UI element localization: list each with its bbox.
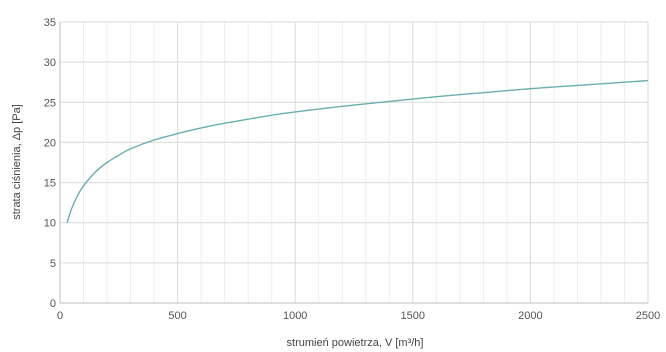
y-tick-label: 0 (50, 298, 56, 310)
y-axis-ticks: 0 5 10 15 20 25 30 35 (44, 17, 56, 310)
y-tick-label: 15 (44, 178, 56, 190)
major-grid (60, 21, 649, 303)
y-tick-label: 25 (44, 97, 56, 109)
y-axis-title: strata ciśnienia, Δp [Pa] (11, 104, 23, 220)
x-tick-label: 2500 (636, 310, 660, 322)
x-tick-label: 1000 (283, 310, 307, 322)
axes (59, 22, 648, 304)
y-tick-label: 35 (44, 17, 56, 29)
y-tick-label: 5 (50, 258, 56, 270)
x-tick-label: 2000 (518, 310, 542, 322)
y-tick-label: 20 (44, 137, 56, 149)
x-axis-title: strumień powietrza, V [m³/h] (287, 337, 424, 349)
x-tick-label: 1500 (401, 310, 425, 322)
pressure-loss-curve (66, 79, 649, 223)
minor-grid (83, 22, 625, 303)
series-layer (66, 79, 649, 223)
x-tick-label: 0 (57, 310, 63, 322)
x-axis-ticks: 0 500 1000 1500 2000 2500 (57, 310, 660, 322)
x-tick-label: 500 (168, 310, 186, 322)
y-tick-label: 10 (44, 218, 56, 230)
y-tick-label: 30 (44, 57, 56, 69)
